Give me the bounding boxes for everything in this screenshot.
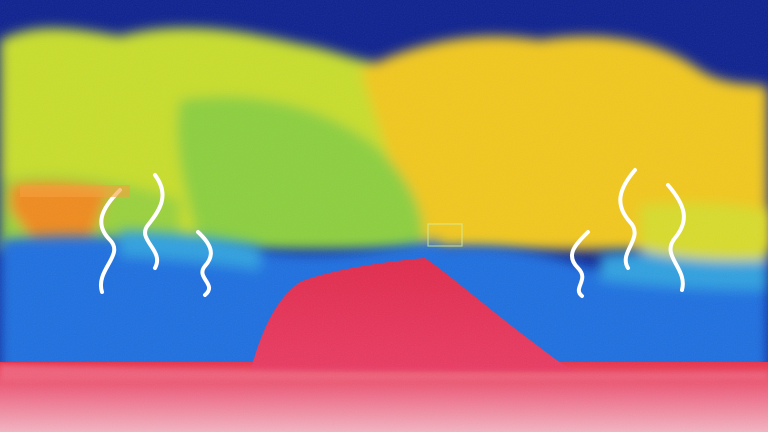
left-sign xyxy=(20,185,130,197)
